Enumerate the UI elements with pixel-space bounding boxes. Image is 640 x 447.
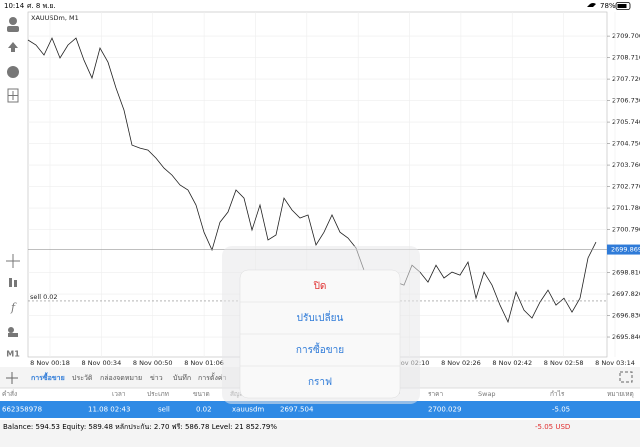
- table-cell: xauusdm: [232, 406, 264, 414]
- tab[interactable]: ประวัติ: [72, 374, 93, 382]
- y-tick-label: 2698.810: [612, 269, 640, 277]
- y-tick-label: 2704.750: [612, 140, 640, 148]
- x-tick-label: 8 Nov 00:50: [133, 359, 173, 367]
- account-icon[interactable]: [9, 17, 17, 25]
- trade-icon[interactable]: [8, 42, 18, 52]
- chart-title: XAUUSDm, M1: [31, 14, 79, 22]
- menu-item[interactable]: ปิด: [313, 281, 326, 292]
- expand-button[interactable]: [619, 371, 633, 383]
- new-icon[interactable]: [7, 88, 19, 103]
- wifi-icon: [587, 2, 596, 7]
- tab[interactable]: ข่าว: [150, 374, 163, 382]
- tab[interactable]: บันทึก: [173, 373, 191, 382]
- chat-icon[interactable]: [7, 66, 19, 78]
- footer-profit: -5.05 USD: [535, 423, 570, 431]
- table-header: คำสั่ง: [2, 389, 17, 398]
- battery-level: [617, 4, 627, 8]
- selected-row[interactable]: [0, 401, 640, 418]
- status-battery: 78%: [600, 2, 616, 10]
- menu-item[interactable]: การซื้อขาย: [296, 342, 344, 356]
- table-cell: sell: [158, 406, 170, 414]
- y-tick-label: 2706.730: [612, 97, 640, 105]
- table-cell: 11.08 02:43: [88, 406, 130, 414]
- table-header: หมายเหตุ: [607, 390, 634, 398]
- table-cell: 0.02: [196, 406, 212, 414]
- tab[interactable]: การตั้งค่า: [198, 371, 227, 382]
- y-tick-label: 2702.770: [612, 183, 640, 191]
- table-header: ขนาด: [193, 390, 210, 398]
- table-header: กำไร: [550, 390, 565, 398]
- price-line: [27, 37, 597, 324]
- table-header: ราคา: [428, 390, 443, 398]
- tab[interactable]: กล่องจดหมาย: [100, 374, 142, 382]
- candle-icon-2: [14, 280, 17, 287]
- table-header: เวลา: [112, 390, 126, 398]
- candle-icon[interactable]: [9, 278, 12, 287]
- x-tick-label: 8 Nov 00:18: [30, 359, 70, 367]
- add-button[interactable]: [6, 372, 18, 384]
- y-tick-label: 2695.840: [612, 333, 640, 341]
- footer-bar: [0, 420, 640, 447]
- left-toolbar: [6, 17, 20, 337]
- table-cell: 2697.504: [280, 406, 314, 414]
- objects-icon-body: [8, 333, 18, 337]
- function-icon[interactable]: f: [10, 301, 17, 314]
- y-tick-label: 2696.830: [612, 312, 640, 320]
- x-tick-label: 8 Nov 02:58: [544, 359, 584, 367]
- objects-icon[interactable]: [8, 327, 14, 333]
- y-tick-label: 2700.790: [612, 226, 640, 234]
- x-tick-label: 8 Nov 03:14: [595, 359, 635, 367]
- table-cell: 662358978: [2, 406, 42, 414]
- y-tick-label: 2697.820: [612, 290, 640, 298]
- menu-item[interactable]: กราฟ: [308, 377, 332, 388]
- crosshair-icon[interactable]: [6, 254, 20, 268]
- status-time: 10:14: [4, 2, 25, 10]
- x-tick-label: 8 Nov 02:42: [492, 359, 532, 367]
- y-tick-label: 2701.780: [612, 204, 640, 212]
- y-tick-label: 2703.760: [612, 161, 640, 169]
- current-price-label: 2699.869: [611, 246, 640, 254]
- y-tick-label: 2707.720: [612, 75, 640, 83]
- status-date: ศ. 8 พ.ย.: [27, 2, 56, 10]
- tab[interactable]: การซื้อขาย: [31, 371, 65, 382]
- battery-icon: [615, 2, 631, 10]
- y-tick-label: 2708.710: [612, 54, 640, 62]
- x-tick-label: 8 Nov 02:26: [441, 359, 481, 367]
- y-tick-label: 2709.700: [612, 32, 640, 40]
- timeframe-button[interactable]: M1: [6, 350, 20, 359]
- x-tick-label: 8 Nov 00:34: [82, 359, 122, 367]
- footer-summary: Balance: 594.53 Equity: 589.48 หลักประกั…: [3, 423, 277, 431]
- account-icon-body: [7, 26, 19, 32]
- y-tick-label: 2705.740: [612, 118, 640, 126]
- current-price-box: [607, 244, 640, 255]
- order-label: sell 0.02: [30, 293, 58, 301]
- menu-item[interactable]: ปรับเปลี่ยน: [297, 310, 344, 324]
- table-cell: 2700.029: [428, 406, 461, 414]
- table-header: Swap: [478, 390, 496, 398]
- table-header: ประเภท: [147, 390, 169, 398]
- table-cell: -5.05: [552, 406, 570, 414]
- x-tick-label: 8 Nov 01:06: [184, 359, 224, 367]
- new-icon-plus: [8, 91, 18, 100]
